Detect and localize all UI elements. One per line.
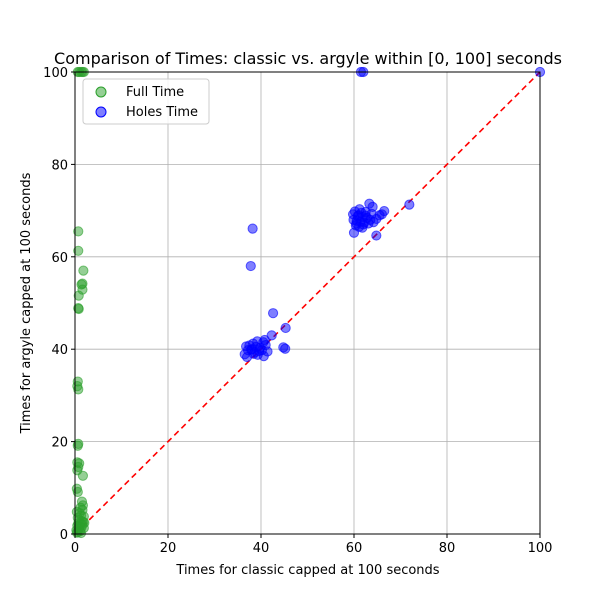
diagonal-reference-line <box>74 71 541 535</box>
x-tick-label: 20 <box>160 541 177 556</box>
data-points <box>71 66 546 539</box>
series-1 <box>239 66 546 363</box>
data-point <box>73 290 84 301</box>
plot-frame <box>74 71 541 535</box>
data-point <box>73 384 84 395</box>
legend-label-holes-time: Holes Time <box>126 105 198 120</box>
x-tick-label: 60 <box>346 541 363 556</box>
data-point <box>266 330 277 341</box>
data-point <box>73 245 84 256</box>
y-tick-label: 100 <box>43 66 68 81</box>
x-tick-label: 0 <box>71 541 79 556</box>
data-point <box>280 343 291 354</box>
legend-box <box>82 78 210 125</box>
y-tick-label: 60 <box>51 251 68 266</box>
axis-ticks: 0 20 40 60 80 100 0 20 40 60 80 100 <box>43 66 552 556</box>
data-point <box>371 230 382 241</box>
y-tick-label: 0 <box>60 528 68 543</box>
x-tick-label: 80 <box>439 541 456 556</box>
reference-line <box>74 71 541 535</box>
chart-title: Comparison of Times: classic vs. argyle … <box>54 49 562 68</box>
x-tick-label: 40 <box>253 541 270 556</box>
legend-marker-full-time <box>95 86 107 98</box>
y-tick-label: 40 <box>51 343 68 358</box>
legend-label-full-time: Full Time <box>126 85 184 100</box>
x-axis-label: Times for classic capped at 100 seconds <box>175 563 439 578</box>
data-point <box>78 265 89 276</box>
y-axis-label: Times for argyle capped at 100 seconds <box>19 172 34 434</box>
x-tick-label: 100 <box>528 541 553 556</box>
data-point <box>246 344 257 355</box>
data-point <box>348 227 360 238</box>
data-point <box>77 470 89 481</box>
data-point <box>73 226 84 237</box>
y-tick-label: 20 <box>51 436 68 451</box>
data-point <box>73 303 84 315</box>
data-point <box>262 346 273 357</box>
data-point <box>245 260 256 272</box>
y-tick-label: 80 <box>51 158 68 173</box>
series-0 <box>71 66 90 539</box>
data-point <box>353 210 364 221</box>
legend-marker-holes-time <box>95 106 107 118</box>
data-point <box>351 218 362 229</box>
data-point <box>404 199 415 210</box>
data-point <box>365 214 376 225</box>
data-point <box>247 223 258 234</box>
data-point <box>75 527 87 539</box>
legend: Full Time Holes Time <box>82 78 210 125</box>
data-point <box>267 308 279 319</box>
data-point <box>280 322 291 334</box>
